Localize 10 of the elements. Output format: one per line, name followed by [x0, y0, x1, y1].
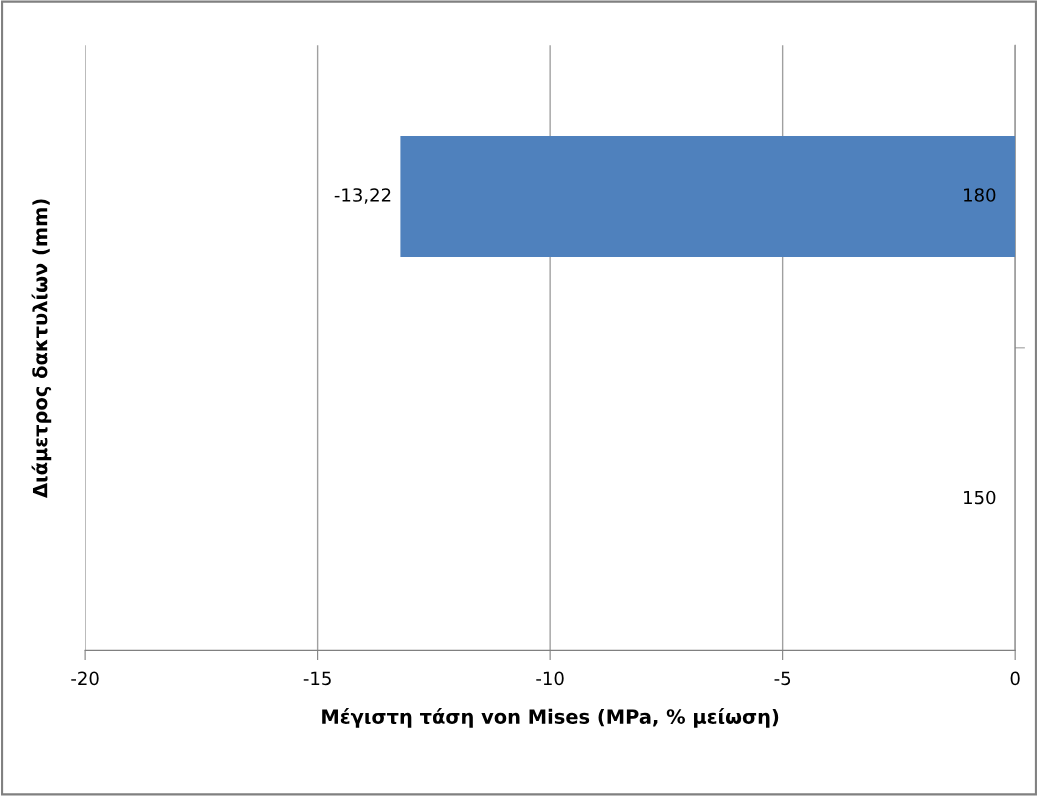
x-axis-title: Μέγιστη τάση von Mises (MPa, % μείωση) [322, 708, 779, 728]
y-tick-label: 150 [964, 490, 996, 505]
x-tick-label: -5 [774, 671, 791, 686]
y-axis-title: Διάμετρος δακτυλίων (mm) [31, 199, 52, 498]
x-tick-label: -10 [536, 671, 564, 686]
x-tick-label: 0 [1010, 671, 1020, 686]
y-tick-label: 180 [964, 188, 996, 202]
x-tick-label: -20 [71, 671, 99, 686]
x-tick-label: -15 [303, 671, 331, 686]
data-label: -13,22 [334, 188, 391, 204]
